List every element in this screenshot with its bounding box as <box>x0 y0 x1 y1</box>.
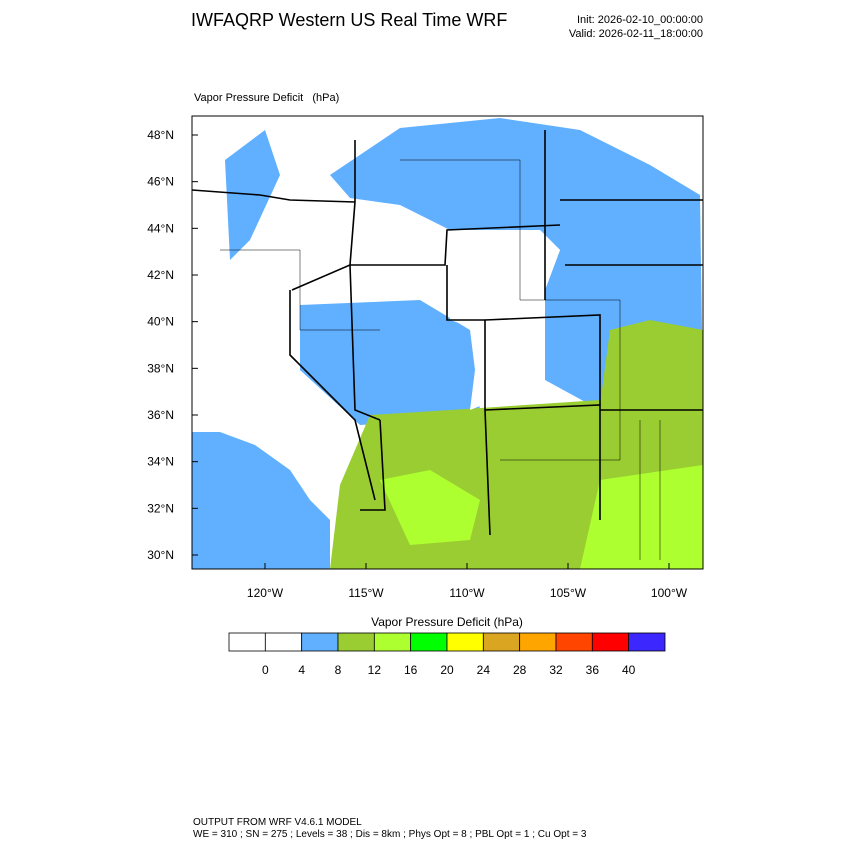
colorbar-box <box>482 632 521 652</box>
colorbar-label: 28 <box>513 663 527 677</box>
colorbar-box <box>628 632 666 652</box>
colorbar-box <box>228 632 266 652</box>
colorbar-label: 20 <box>440 663 454 677</box>
footer-line: WE = 310 ; SN = 275 ; Levels = 38 ; Dis … <box>193 829 587 840</box>
lon-label: 120°W <box>247 586 284 600</box>
colorbar-label: 40 <box>622 663 636 677</box>
colorbar-box <box>555 632 593 652</box>
colorbar-label: 32 <box>549 663 563 677</box>
lat-label: 32°N <box>147 501 174 515</box>
lat-label: 38°N <box>147 361 174 375</box>
colorbar-box <box>410 632 448 652</box>
colorbar-label: 8 <box>335 663 342 677</box>
lat-label: 44°N <box>147 221 174 235</box>
colorbar-box <box>373 632 412 652</box>
lat-label: 40°N <box>147 315 174 329</box>
lon-label: 105°W <box>550 586 587 600</box>
valid-time: Valid: 2026-02-11_18:00:00 <box>569 28 703 40</box>
lat-label: 30°N <box>147 548 174 562</box>
colorbar-box <box>591 632 630 652</box>
lat-label: 36°N <box>147 408 174 422</box>
map-field <box>192 116 703 569</box>
colorbar-box <box>301 632 339 652</box>
title: IWFAQRP Western US Real Time WRF <box>191 10 507 30</box>
lat-label: 42°N <box>147 268 174 282</box>
lon-label: 115°W <box>348 586 384 600</box>
lon-label: 100°W <box>651 586 688 600</box>
footer-line: OUTPUT FROM WRF V4.6.1 MODEL <box>193 817 362 828</box>
lat-label: 34°N <box>147 455 174 469</box>
colorbar-box <box>519 632 557 652</box>
lat-label: 46°N <box>147 175 174 189</box>
colorbar-label: 16 <box>404 663 418 677</box>
colorbar-label: 12 <box>368 663 382 677</box>
colorbar-box <box>446 632 484 652</box>
colorbar-box <box>337 632 375 652</box>
lat-label: 48°N <box>147 128 174 142</box>
colorbar-label: 36 <box>586 663 600 677</box>
lon-label: 110°W <box>449 586 485 600</box>
colorbar-title: Vapor Pressure Deficit (hPa) <box>371 615 523 629</box>
colorbar-label: 0 <box>262 663 269 677</box>
field-label: Vapor Pressure Deficit (hPa) <box>194 92 339 104</box>
colorbar-box <box>264 632 303 652</box>
map-frame <box>191 115 704 570</box>
colorbar-label: 4 <box>298 663 305 677</box>
init-time: Init: 2026-02-10_00:00:00 <box>577 14 703 26</box>
colorbar-label: 24 <box>477 663 491 677</box>
